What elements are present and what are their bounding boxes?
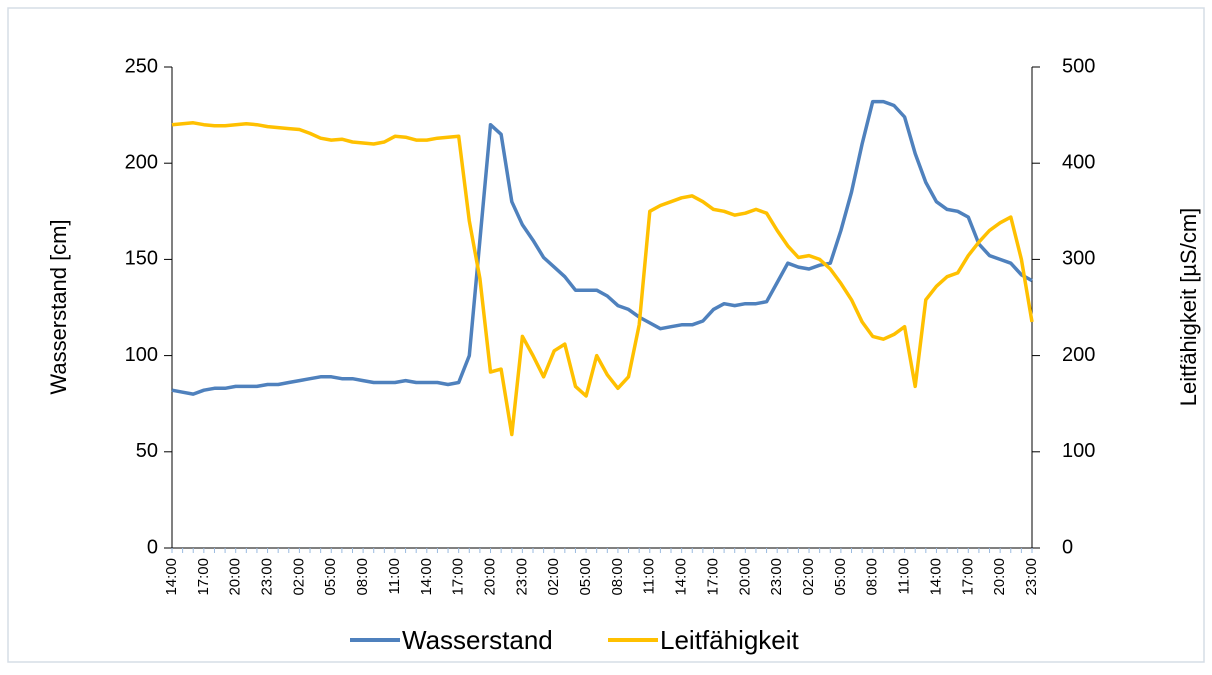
x-tick-label: 17:00 xyxy=(704,558,721,596)
y-tick-label: 200 xyxy=(125,151,158,173)
y2-axis-title: Leitfähigkeit [µS/cm] xyxy=(1176,208,1201,407)
x-tick-label: 05:00 xyxy=(832,558,849,596)
x-tick-label: 11:00 xyxy=(386,558,403,594)
series-line xyxy=(171,99,1033,396)
x-tick-label: 17:00 xyxy=(195,558,212,596)
x-tick-label: 14:00 xyxy=(418,558,435,596)
x-tick-label: 02:00 xyxy=(800,558,817,596)
x-tick-label: 20:00 xyxy=(481,558,498,596)
x-tick-label: 02:00 xyxy=(290,558,307,596)
x-tick-label: 17:00 xyxy=(959,558,976,596)
x-tick-label: 23:00 xyxy=(513,558,530,596)
y2-tick-label: 300 xyxy=(1062,248,1095,270)
legend-label: Leitfähigkeit xyxy=(660,625,800,655)
x-tick-label: 14:00 xyxy=(927,558,944,596)
x-tick-label: 23:00 xyxy=(259,558,276,596)
y-tick-label: 150 xyxy=(125,248,158,270)
y2-tick-label: 400 xyxy=(1062,151,1095,173)
x-tick-label: 20:00 xyxy=(736,558,753,596)
y-tick-label: 50 xyxy=(136,440,158,462)
legend-label: Wasserstand xyxy=(402,625,553,655)
x-tick-label: 14:00 xyxy=(163,558,180,596)
x-tick-label: 11:00 xyxy=(896,558,913,594)
x-tick-label: 05:00 xyxy=(577,558,594,596)
x-tick-label: 02:00 xyxy=(545,558,562,596)
x-tick-label: 08:00 xyxy=(354,558,371,596)
y2-tick-label: 0 xyxy=(1062,536,1073,558)
x-tick-label: 14:00 xyxy=(673,558,690,596)
x-tick-label: 17:00 xyxy=(450,558,467,596)
x-tick-label: 08:00 xyxy=(864,558,881,596)
x-tick-label: 20:00 xyxy=(227,558,244,596)
y-tick-label: 250 xyxy=(125,55,158,77)
y2-tick-label: 100 xyxy=(1062,440,1095,462)
x-tick-label: 08:00 xyxy=(609,558,626,596)
y2-tick-label: 200 xyxy=(1062,344,1095,366)
y-tick-label: 0 xyxy=(147,536,158,558)
chart-border xyxy=(7,7,1205,663)
x-tick-label: 05:00 xyxy=(322,558,339,596)
series-line xyxy=(171,121,1034,437)
x-tick-label: 23:00 xyxy=(1023,558,1040,596)
x-tick-label: 20:00 xyxy=(991,558,1008,596)
y-tick-label: 100 xyxy=(125,344,158,366)
x-tick-label: 23:00 xyxy=(768,558,785,596)
y2-tick-label: 500 xyxy=(1062,55,1095,77)
x-tick-label: 11:00 xyxy=(641,558,658,594)
y-axis-title: Wasserstand [cm] xyxy=(46,219,71,394)
